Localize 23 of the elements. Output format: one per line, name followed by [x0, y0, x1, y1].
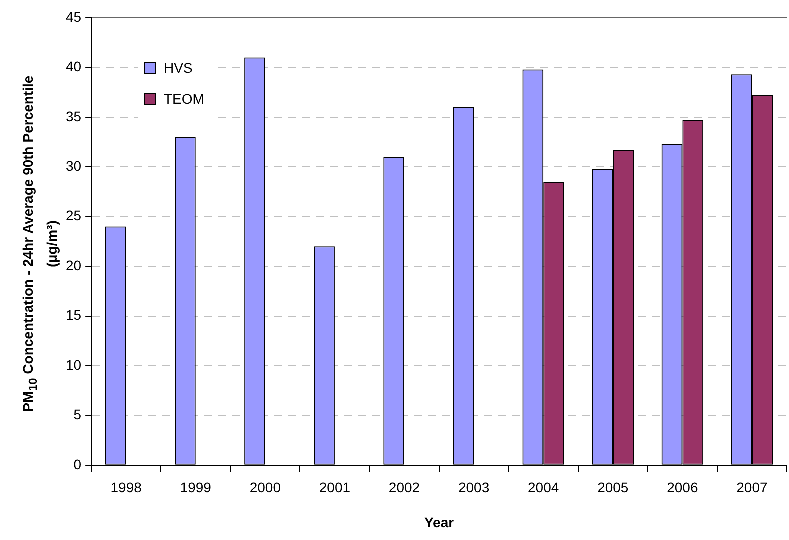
- legend-label: TEOM: [164, 90, 204, 106]
- x-tick-label: 2006: [667, 480, 698, 496]
- x-tick-label: 2000: [250, 480, 282, 496]
- y-tick-label: 30: [66, 158, 82, 174]
- y-tick-label: 45: [66, 8, 82, 25]
- legend-label: HVS: [164, 60, 193, 76]
- x-tick-label: 2002: [388, 480, 420, 496]
- x-tick-label: 2003: [458, 480, 490, 496]
- y-tick-label: 35: [66, 108, 82, 124]
- x-tick-label: 2007: [736, 480, 768, 496]
- x-tick-label: 2004: [528, 480, 560, 496]
- y-tick-label: 20: [66, 257, 82, 274]
- y-tick-label: 40: [66, 58, 82, 75]
- x-tick-label: 2001: [319, 480, 351, 496]
- x-axis-title: Year: [424, 514, 455, 530]
- x-tick-label: 2005: [598, 480, 629, 496]
- y-tick-label: 15: [66, 307, 82, 324]
- y-tick-label: 5: [74, 406, 82, 423]
- y-tick-label: 0: [74, 456, 82, 472]
- y-tick-label: 25: [66, 208, 82, 224]
- y-tick-label: 10: [66, 356, 82, 373]
- x-tick-label: 1999: [180, 480, 212, 496]
- x-tick-label: 1998: [110, 480, 142, 496]
